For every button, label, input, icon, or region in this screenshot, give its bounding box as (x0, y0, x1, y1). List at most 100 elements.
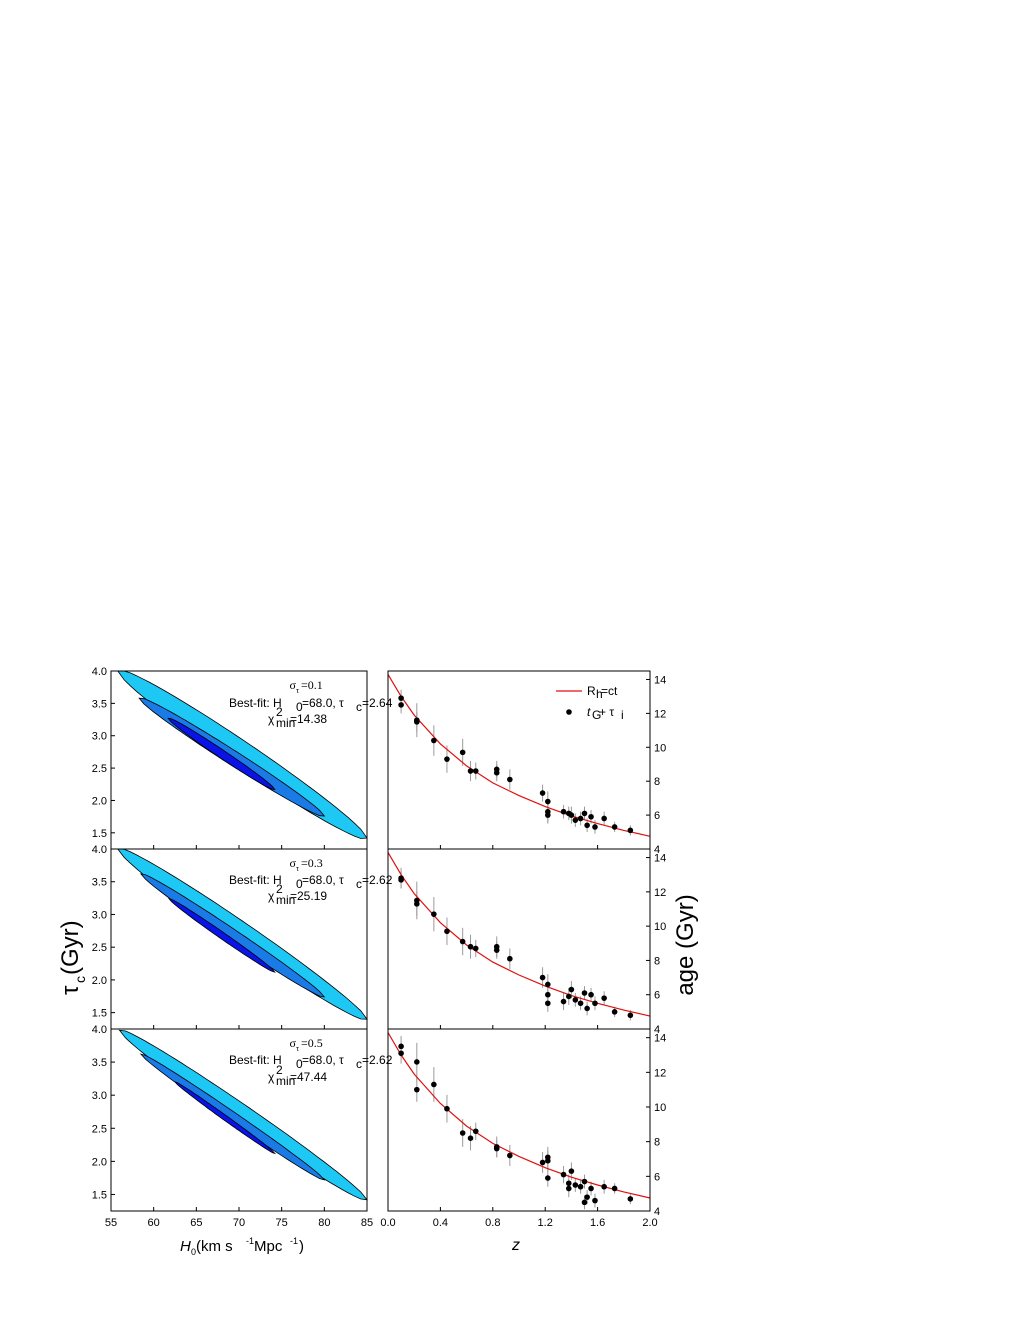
data-point (545, 981, 551, 988)
data-point (539, 974, 546, 981)
data-point (560, 1171, 567, 1178)
data-point (431, 1081, 437, 1088)
x-tick-label: 70 (233, 1217, 245, 1229)
data-point (414, 901, 420, 907)
chi-value: =14.38 (290, 712, 327, 726)
data-point (472, 945, 479, 952)
data-point (545, 1175, 551, 1181)
x-tick-label: 65 (190, 1217, 202, 1229)
data-point (588, 813, 594, 820)
left-xlabel-sup1: -1 (246, 1236, 254, 1246)
y-tick-label: 8 (654, 776, 660, 788)
x-tick-label: 0.4 (433, 1217, 448, 1229)
y-tick-label: 4 (654, 1206, 660, 1218)
y-tick-label: 12 (654, 887, 666, 899)
data-point (565, 1185, 572, 1192)
sigma-sub: τ (296, 1044, 300, 1053)
y-tick-label: 1.5 (92, 828, 107, 840)
data-point (444, 756, 450, 762)
left-xlabel-sup2: -1 (290, 1236, 298, 1246)
y-tick-label: 4.0 (92, 666, 107, 678)
data-point (565, 993, 572, 1000)
data-point (493, 769, 500, 776)
annotation-bottom: σ τ =0.5 Best-fit: H 0 =68.0, τ c =2.62 … (229, 1036, 393, 1088)
data-point (601, 815, 607, 822)
data-point (572, 817, 579, 823)
data-point (467, 943, 474, 950)
chi-sup: 2 (276, 882, 283, 896)
chi-sub: min (276, 893, 295, 907)
contour-panel-2: 1.5 2.0 2.5 3.0 3.5 4.0 (92, 844, 368, 1030)
data-point (577, 1000, 584, 1007)
y-tick-label: 2.5 (92, 1123, 107, 1135)
right-xlabel: z (511, 1237, 520, 1254)
data-point (545, 812, 551, 818)
left-y-axis-title: τ c (Gyr) (57, 920, 88, 995)
y-tick-label: 2.0 (92, 795, 107, 807)
left-panels: 1.5 2.0 2.5 3.0 3.5 4.0 1.5 2.0 2.5 3.0 3.5 4.0 1.5 2… (92, 666, 373, 1229)
data-point (398, 695, 404, 701)
data-point (588, 1185, 594, 1192)
best-fit-hsub: 0 (296, 1057, 303, 1071)
data-point (627, 1196, 634, 1202)
legend-line-sub: h (596, 687, 603, 701)
y-tick-label: 3.5 (92, 1057, 107, 1069)
contour-inner (167, 717, 276, 791)
data-point (539, 1159, 546, 1166)
best-fit-text: Best-fit: H (229, 696, 282, 710)
left-ylabel-unit: (Gyr) (57, 920, 84, 975)
age-panel-1: 4 6 8 10 12 14 (387, 670, 666, 856)
x-tick-label: 80 (318, 1217, 330, 1229)
chi-sup: 2 (276, 705, 283, 719)
data-point (560, 998, 567, 1005)
plot-frame (387, 1028, 651, 1212)
data-point (584, 822, 590, 829)
legend-dot-plus: + τ (599, 705, 614, 719)
y-tick-label: 2.5 (92, 763, 107, 775)
age-panel-2: 4 6 8 10 12 14 (387, 848, 666, 1036)
data-point (507, 1152, 513, 1159)
data-point (414, 719, 420, 725)
x-tick-label: 0.8 (485, 1217, 500, 1229)
model-curve (387, 852, 651, 1017)
legend-dot-tausub: i (621, 708, 624, 722)
model-curve (387, 674, 651, 837)
data-point (398, 702, 404, 708)
data-point (493, 1145, 500, 1152)
contour-panel-3: 1.5 2.0 2.5 3.0 3.5 4.0 55 60 65 70 75 80 85 (92, 1024, 373, 1229)
x-tick-label: 1.2 (538, 1217, 553, 1229)
data-point (444, 928, 450, 935)
chi-label: χ (268, 712, 275, 726)
x-tick-label: 2.0 (642, 1217, 657, 1229)
data-point (592, 1000, 598, 1007)
annotation-middle: σ τ =0.3 Best-fit: H 0 =68.0, τ c =2.62 … (229, 856, 393, 907)
x-tick-label: 75 (276, 1217, 288, 1229)
y-tick-label: 2.5 (92, 942, 107, 954)
best-fit-mid: =68.0, τ (302, 873, 344, 887)
y-tick-label: 3.0 (92, 1090, 107, 1102)
y-tick-label: 2.0 (92, 1156, 107, 1168)
sigma-sub: τ (296, 686, 300, 695)
data-point (545, 1000, 551, 1007)
y-tick-label: 3.0 (92, 731, 107, 743)
data-point (398, 1050, 404, 1057)
sigma-label: σ (290, 678, 297, 692)
sigma-value: =0.5 (301, 1036, 323, 1050)
data-point (467, 1135, 474, 1141)
chi-sub: min (276, 1074, 295, 1088)
data-point (545, 1157, 551, 1164)
best-fit-mid: =68.0, τ (302, 1053, 344, 1067)
data-point (459, 1130, 466, 1136)
data-point (459, 749, 466, 756)
y-tick-label: 10 (654, 921, 666, 933)
y-tick-label: 8 (654, 1137, 660, 1149)
plot-frame (387, 848, 651, 1030)
data-point (568, 812, 575, 818)
y-tick-label: 4 (654, 1024, 660, 1036)
data-point (572, 1182, 579, 1188)
data-point (611, 1009, 618, 1015)
y-tick-label: 4.0 (92, 844, 107, 856)
best-fit-tsub: c (356, 700, 362, 714)
legend-line-end: =ct (601, 684, 618, 698)
legend-dot-t: t (587, 705, 591, 719)
